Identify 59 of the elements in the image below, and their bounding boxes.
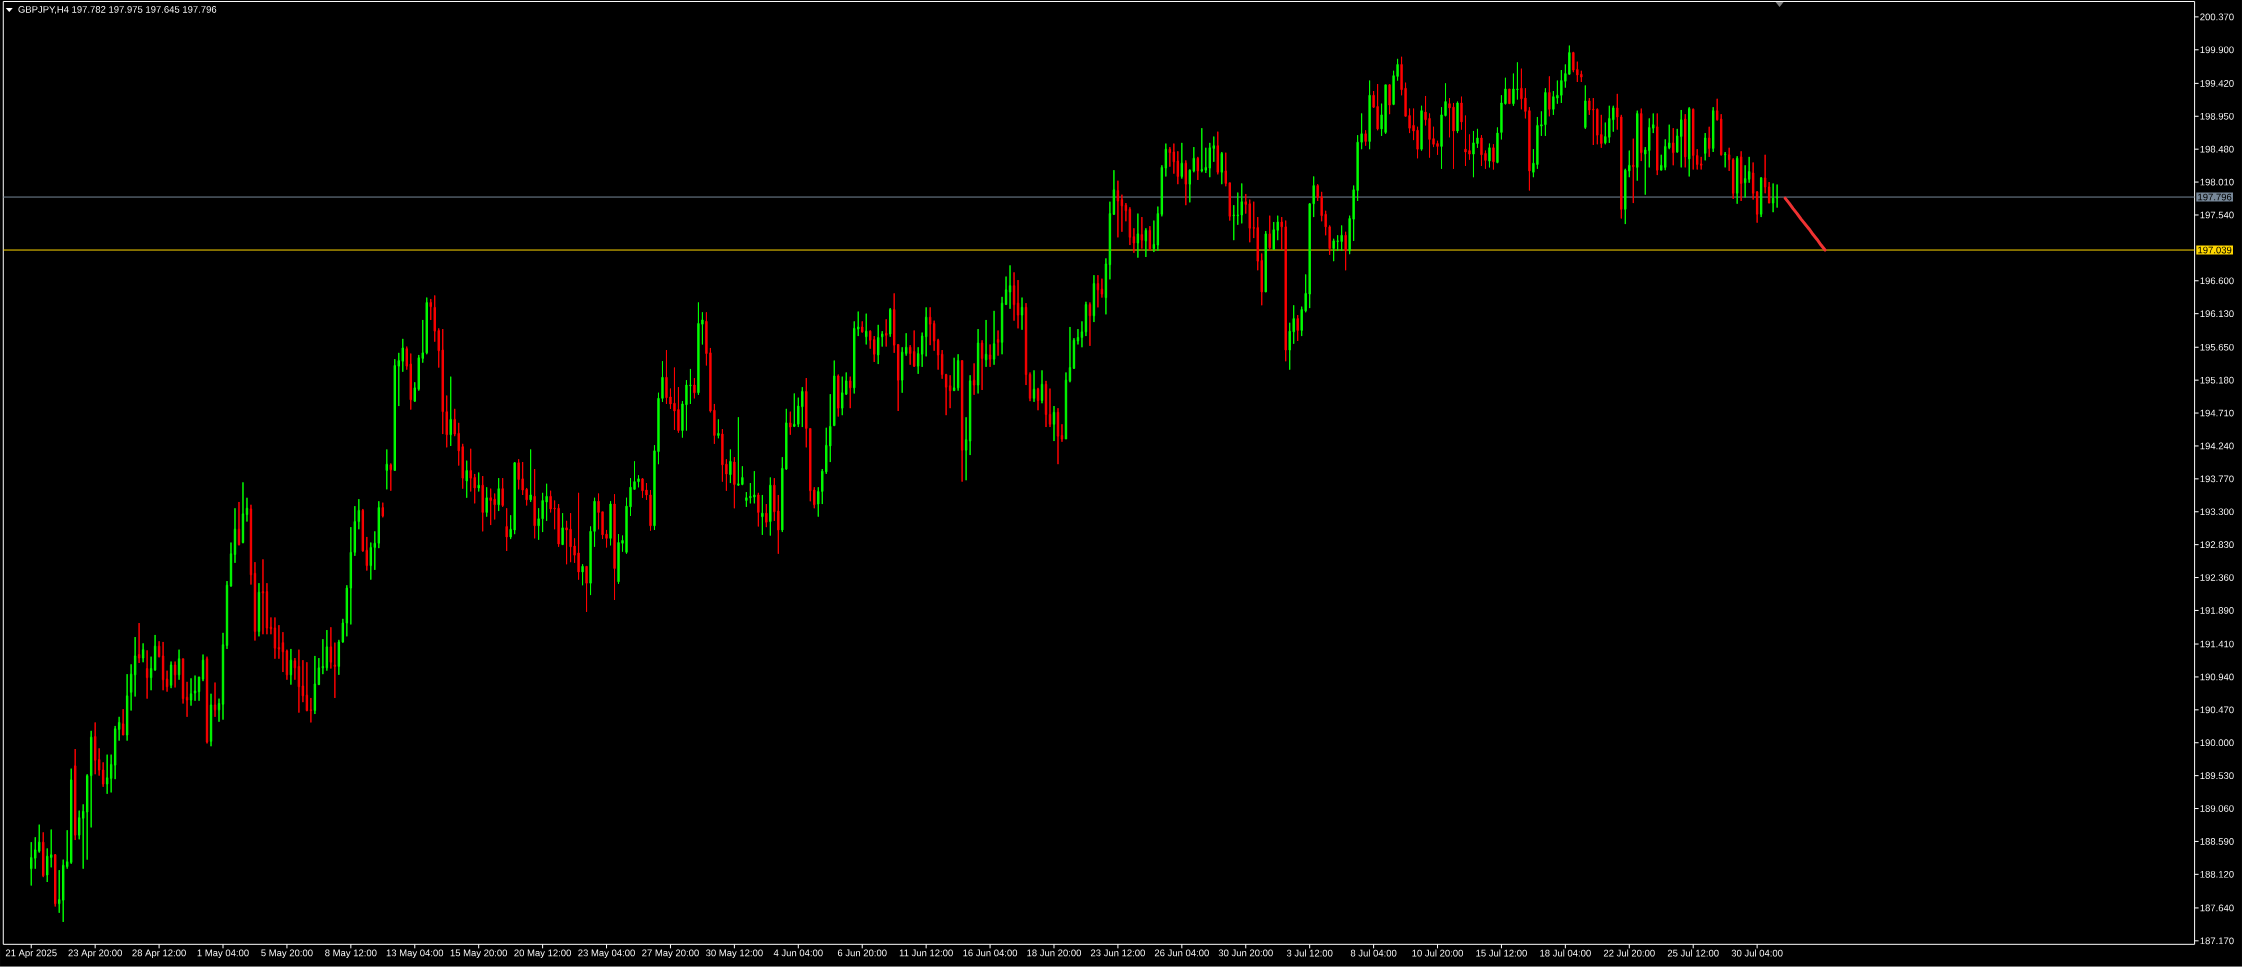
x-tick-label: 10 Jul 20:00: [1412, 949, 1463, 957]
x-tick-label: 30 May 12:00: [705, 949, 763, 959]
y-tick-label: 193.300: [2200, 508, 2234, 516]
x-tick-label: 15 May 20:00: [450, 949, 508, 959]
y-tick-label: 199.420: [2200, 80, 2234, 87]
y-tick-label: 196.600: [2200, 277, 2234, 285]
y-tick-label: 200.370: [2200, 13, 2234, 21]
y-tick-label: 199.900: [2200, 46, 2234, 54]
ref-line-label: 197.039: [2198, 246, 2232, 254]
x-tick-label: 4 Jun 04:00: [773, 949, 823, 957]
x-tick-label: 25 Jul 12:00: [1667, 949, 1719, 957]
x-tick-label: 21 Apr 2025: [5, 949, 57, 959]
x-tick-label: 23 Apr 20:00: [68, 949, 122, 959]
x-tick-label: 27 May 20:00: [642, 949, 699, 959]
x-tick-label: 6 Jun 20:00: [837, 949, 887, 957]
x-tick-label: 15 Jul 12:00: [1476, 949, 1527, 957]
x-tick-label: 23 May 04:00: [578, 949, 635, 959]
y-tick-label: 188.590: [2200, 838, 2234, 845]
y-tick-label: 196.130: [2200, 310, 2234, 318]
y-tick-label: 191.410: [2200, 640, 2234, 648]
y-tick-label: 189.530: [2200, 772, 2234, 780]
x-tick-label: 23 Jun 12:00: [1090, 949, 1145, 957]
x-tick-label: 30 Jul 04:00: [1731, 949, 1783, 957]
ref-line-label: 197.796: [2198, 193, 2232, 201]
x-tick-label: 8 Jul 04:00: [1350, 949, 1397, 957]
x-tick-label: 20 May 12:00: [514, 949, 571, 959]
y-tick-label: 188.120: [2200, 871, 2234, 878]
x-tick-label: 5 May 20:00: [261, 949, 313, 959]
y-tick-label: 195.180: [2200, 376, 2234, 384]
x-tick-label: 13 May 04:00: [386, 949, 444, 959]
chart-title: GBPJPY,H4 197.782 197.975 197.645 197.796: [18, 6, 217, 14]
x-tick-label: 22 Jul 20:00: [1603, 949, 1655, 957]
x-tick-label: 11 Jun 12:00: [899, 949, 953, 957]
y-tick-label: 190.940: [2200, 673, 2234, 681]
y-tick-label: 187.640: [2200, 904, 2234, 912]
x-tick-label: 18 Jul 04:00: [1540, 949, 1591, 957]
y-tick-label: 194.240: [2200, 442, 2234, 450]
x-tick-label: 26 Jun 04:00: [1154, 949, 1209, 957]
x-tick-label: 8 May 12:00: [325, 949, 377, 959]
x-tick-label: 30 Jun 20:00: [1218, 949, 1273, 957]
y-tick-label: 198.950: [2200, 113, 2234, 120]
x-tick-label: 16 Jun 04:00: [963, 949, 1018, 957]
y-tick-label: 193.770: [2200, 475, 2234, 483]
y-tick-label: 190.470: [2200, 706, 2234, 714]
x-tick-label: 28 Apr 12:00: [132, 949, 186, 959]
y-tick-label: 190.000: [2200, 739, 2234, 747]
y-tick-label: 195.650: [2200, 343, 2234, 351]
x-tick-label: 18 Jun 20:00: [1027, 949, 1082, 957]
y-tick-label: 187.170: [2200, 937, 2234, 945]
y-tick-label: 192.360: [2200, 574, 2234, 581]
y-tick-label: 198.480: [2200, 145, 2234, 153]
x-tick-label: 3 Jul 12:00: [1286, 949, 1333, 957]
y-tick-label: 191.890: [2200, 607, 2234, 614]
x-tick-label: 1 May 04:00: [197, 949, 249, 959]
y-tick-label: 197.540: [2200, 211, 2234, 219]
y-tick-label: 198.010: [2200, 178, 2234, 186]
y-tick-label: 189.060: [2200, 805, 2234, 812]
y-tick-label: 194.710: [2200, 409, 2234, 417]
y-tick-label: 192.830: [2200, 541, 2234, 549]
